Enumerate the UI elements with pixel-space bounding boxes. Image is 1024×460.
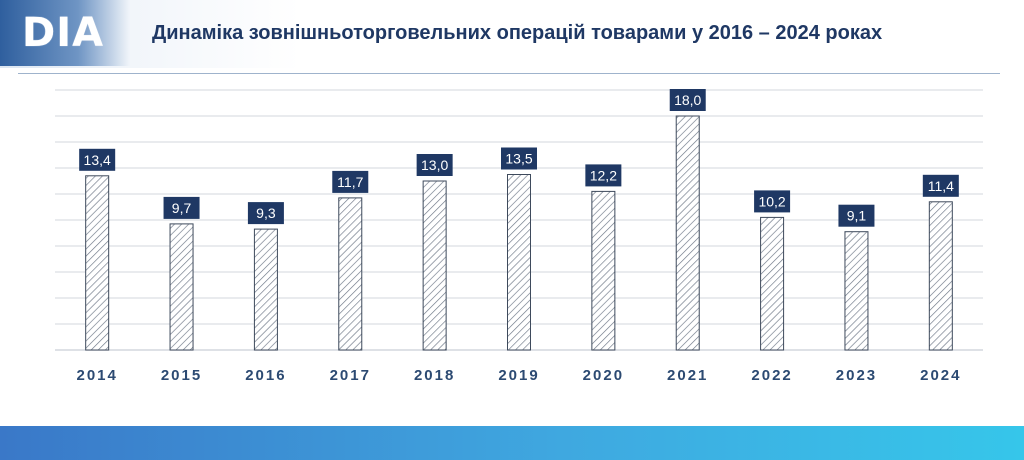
x-tick-label-2022: 2022 [751,367,792,384]
x-tick-label-2020: 2020 [583,367,624,384]
data-label-text: 13,4 [84,152,111,168]
data-label-2021: 18,0 [669,89,706,111]
logo-background [0,0,130,66]
bar-chart: 13,4 9,7 9,3 11,7 13,0 13,5 12,2 18,0 10,2 9,1 11,… [55,89,983,384]
data-label-text: 13,5 [505,151,532,167]
data-label-2014: 13,4 [79,148,116,171]
data-label-box [247,202,284,225]
data-label-box [585,164,622,187]
x-tick-label-2023: 2023 [836,367,877,384]
x-tick-label-2021: 2021 [667,367,708,384]
data-label-text: 9,7 [172,200,192,216]
data-label-2023: 9,1 [838,204,875,227]
data-label-text: 18,0 [674,92,701,108]
page-title: Динаміка зовнішньоторговельних операцій … [152,22,883,44]
data-label-text: 11,7 [337,174,363,190]
data-label-text: 9,1 [847,208,867,224]
dia-logo: DIA [22,10,105,56]
data-label-box [416,154,453,176]
footer-gradient-band [0,426,1024,460]
data-label-2020: 12,2 [585,164,622,187]
bar-2019 [507,174,531,351]
data-label-box [79,148,116,171]
data-label-text: 9,3 [256,205,276,221]
x-axis-tick-labels: 2014 2015 2016 2017 2018 2019 2020 2021 2022 2023… [76,367,961,384]
data-label-text: 11,4 [928,178,954,194]
data-label-box [922,174,959,197]
x-tick-label-2024: 2024 [920,367,961,384]
data-label-box [754,190,791,213]
bar-2020 [591,190,616,351]
x-tick-label-2019: 2019 [498,367,539,384]
x-tick-label-2015: 2015 [161,367,202,384]
x-tick-label-2016: 2016 [245,367,286,384]
data-label-box [332,170,369,193]
header-band: DIA Динаміка зовнішньоторговельних опера… [0,0,1024,68]
data-label-text: 13,0 [421,157,448,173]
data-label-2016: 9,3 [247,202,284,225]
data-label-box [501,147,537,170]
data-label-text: 12,2 [590,167,617,183]
bar-2016 [253,228,278,351]
bar-2022 [760,216,785,351]
bar-2015 [169,223,194,351]
bar-2017 [338,197,363,351]
bar-2021 [675,115,700,351]
data-label-2022: 10,2 [754,190,791,213]
data-label-2018: 13,0 [416,154,453,176]
data-labels: 13,4 9,7 9,3 11,7 13,0 13,5 12,2 18,0 10,2 9,1 11,… [79,89,959,227]
bars [85,115,953,351]
bar-2014 [85,175,110,351]
bar-2024 [928,201,953,351]
data-label-box [163,196,200,219]
data-label-box [838,204,875,227]
x-tick-label-2014: 2014 [76,367,117,384]
x-tick-label-2017: 2017 [330,367,371,384]
bar-2023 [844,231,869,351]
data-label-2015: 9,7 [163,196,200,219]
x-tick-label-2018: 2018 [414,367,455,384]
data-label-box [669,89,706,111]
bar-2018 [422,180,447,351]
data-label-2019: 13,5 [501,147,537,170]
data-label-text: 10,2 [758,193,785,209]
header-divider [18,73,1000,74]
data-label-2017: 11,7 [332,170,369,193]
data-label-2024: 11,4 [922,174,959,197]
